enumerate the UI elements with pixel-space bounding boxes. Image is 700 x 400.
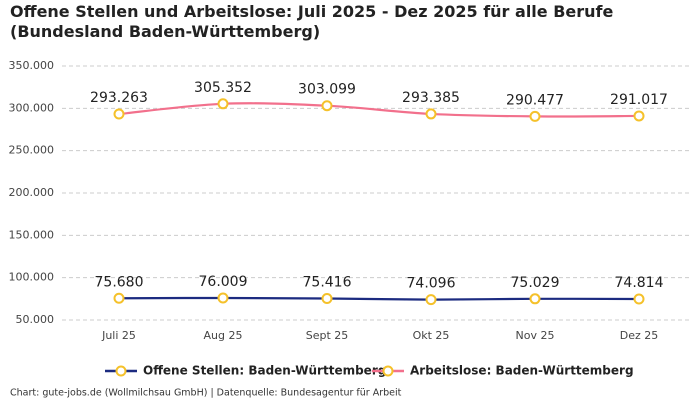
point: [633, 293, 645, 305]
x-tick-label: Nov 25: [516, 329, 555, 342]
value-label: 75.416: [303, 274, 352, 290]
y-tick-label: 300.000: [9, 101, 55, 114]
point: [113, 292, 125, 304]
point: [321, 100, 333, 112]
value-label: 293.385: [402, 90, 460, 106]
series-line: [118, 296, 640, 301]
legend-marker: [382, 365, 394, 377]
y-tick-label: 350.000: [9, 59, 55, 72]
y-tick-label: 200.000: [9, 186, 55, 199]
chart-title: Offene Stellen und Arbeitslose: Juli 202…: [10, 2, 614, 41]
point: [529, 110, 541, 122]
value-label: 291.017: [610, 92, 668, 108]
value-label: 303.099: [298, 82, 356, 98]
legend-label: Offene Stellen: Baden-Württemberg: [143, 364, 386, 378]
x-tick-label: Sept 25: [306, 329, 349, 342]
point: [217, 98, 229, 110]
x-tick-label: Dez 25: [620, 329, 659, 342]
x-tick-label: Okt 25: [413, 329, 450, 342]
x-tick-label: Juli 25: [101, 329, 136, 342]
point: [633, 110, 645, 122]
point: [425, 294, 437, 306]
point: [217, 292, 229, 304]
series-line: [118, 102, 640, 118]
value-label: 75.029: [511, 275, 560, 291]
value-label: 74.814: [615, 275, 664, 291]
value-label: 76.009: [199, 274, 248, 290]
y-tick-label: 250.000: [9, 144, 55, 157]
value-label: 74.096: [407, 276, 456, 292]
legend-label: Arbeitslose: Baden-Württemberg: [410, 364, 634, 378]
y-tick-label: 50.000: [16, 313, 55, 326]
x-tick-label: Aug 25: [204, 329, 243, 342]
point: [529, 293, 541, 305]
point: [425, 108, 437, 120]
point: [321, 292, 333, 304]
value-label: 293.263: [90, 90, 148, 106]
source: Chart: gute-jobs.de (Wollmilchsau GmbH) …: [10, 388, 402, 399]
legend-marker: [115, 365, 127, 377]
value-label: 290.477: [506, 92, 564, 108]
y-tick-label: 150.000: [9, 228, 55, 241]
y-tick-label: 100.000: [9, 271, 55, 284]
legend-item: Offene Stellen: Baden-Württemberg: [105, 364, 386, 378]
value-label: 75.680: [95, 274, 144, 290]
legend-item: Arbeitslose: Baden-Württemberg: [372, 364, 634, 378]
value-label: 305.352: [194, 80, 252, 96]
point: [113, 108, 125, 120]
